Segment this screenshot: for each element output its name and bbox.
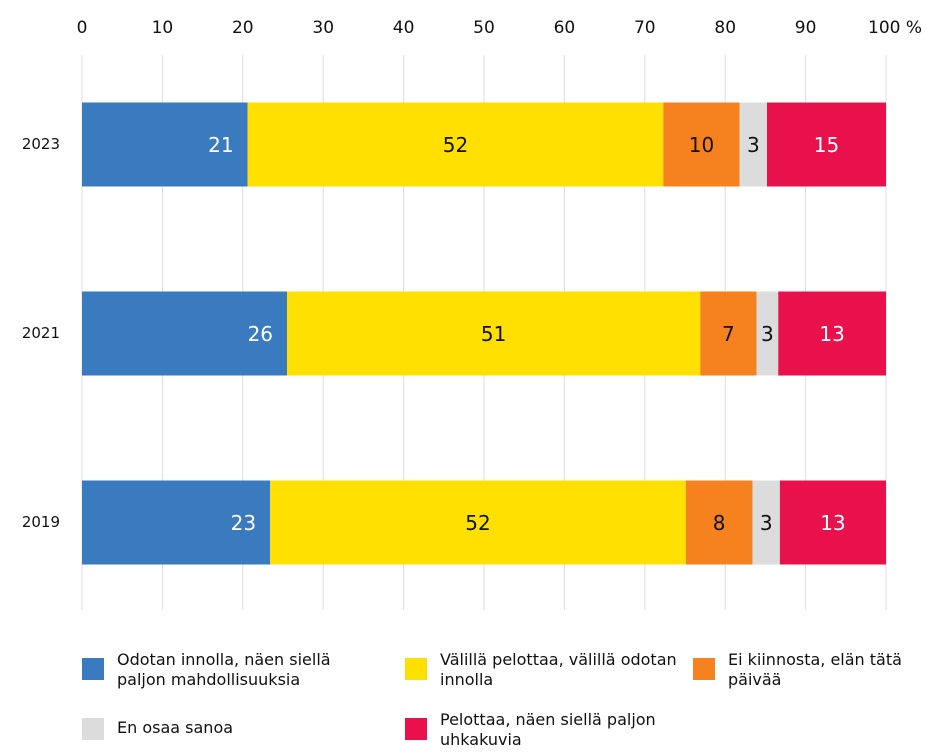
data-label: 8	[713, 511, 726, 535]
bar-segment	[247, 102, 664, 187]
legend-label: Odotan innolla, näen siellä paljon mahdo…	[117, 650, 331, 689]
data-label: 26	[248, 322, 273, 346]
legend-item: Välillä pelottaa, välillä odotan innolla	[405, 650, 690, 690]
x-tick-label: 0	[77, 18, 88, 38]
legend-label: Ei kiinnosta, elän tätä päivää	[728, 650, 902, 689]
x-tick-label: 90	[795, 18, 817, 38]
x-tick-label: 10	[152, 18, 174, 38]
data-label: 13	[819, 322, 844, 346]
data-label: 13	[820, 511, 845, 535]
data-label: 21	[208, 133, 233, 157]
bar-segment	[700, 291, 757, 376]
bar-segment	[270, 480, 686, 565]
x-tick-label: 20	[232, 18, 254, 38]
data-label: 52	[443, 133, 468, 157]
data-label: 15	[814, 133, 839, 157]
legend-swatch	[82, 718, 104, 740]
legend-label: Pelottaa, näen siellä paljon uhkakuvia	[440, 710, 656, 749]
data-label: 23	[231, 511, 256, 535]
bar-segment	[82, 102, 248, 187]
data-label: 52	[465, 511, 490, 535]
bar-segment	[82, 480, 271, 565]
y-tick-label: 2023	[22, 135, 60, 153]
data-label: 3	[761, 322, 774, 346]
data-label: 7	[722, 322, 735, 346]
bar-segment	[739, 102, 768, 187]
bar-segment	[779, 480, 886, 565]
legend-item: Ei kiinnosta, elän tätä päivää	[693, 650, 928, 690]
x-tick-label: 70	[634, 18, 656, 38]
legend-swatch	[82, 658, 104, 680]
legend-item: Odotan innolla, näen siellä paljon mahdo…	[82, 650, 367, 690]
legend-item: Pelottaa, näen siellä paljon uhkakuvia	[405, 710, 690, 750]
legend-swatch	[693, 658, 715, 680]
x-tick-label: 60	[554, 18, 576, 38]
x-tick-label: 100 %	[868, 18, 922, 38]
x-tick-label: 80	[714, 18, 736, 38]
legend-swatch	[405, 658, 427, 680]
y-tick-label: 2021	[22, 324, 60, 342]
chart: 0 10 20 30 40 50 60 70 80 90 100 % 2023 21 52 10 3 15 202…	[22, 18, 922, 610]
x-tick-label: 40	[393, 18, 415, 38]
data-label: 51	[481, 322, 506, 346]
bar-segment	[287, 291, 701, 376]
bar-segment	[752, 480, 780, 565]
bar-segment	[756, 291, 779, 376]
data-label: 10	[689, 133, 714, 157]
legend-item: En osaa sanoa	[82, 718, 367, 740]
legend-label: Välillä pelottaa, välillä odotan innolla	[440, 650, 677, 689]
x-tick-label: 50	[473, 18, 495, 38]
legend-swatch	[405, 718, 427, 740]
data-label: 3	[747, 133, 760, 157]
bar-segment	[663, 102, 740, 187]
x-tick-label: 30	[312, 18, 334, 38]
bar-segment	[767, 102, 886, 187]
data-label: 3	[760, 511, 773, 535]
bar-segment	[685, 480, 753, 565]
bar-segment	[778, 291, 886, 376]
bar-segment	[82, 291, 288, 376]
legend-label: En osaa sanoa	[117, 718, 234, 737]
y-tick-label: 2019	[22, 513, 60, 531]
